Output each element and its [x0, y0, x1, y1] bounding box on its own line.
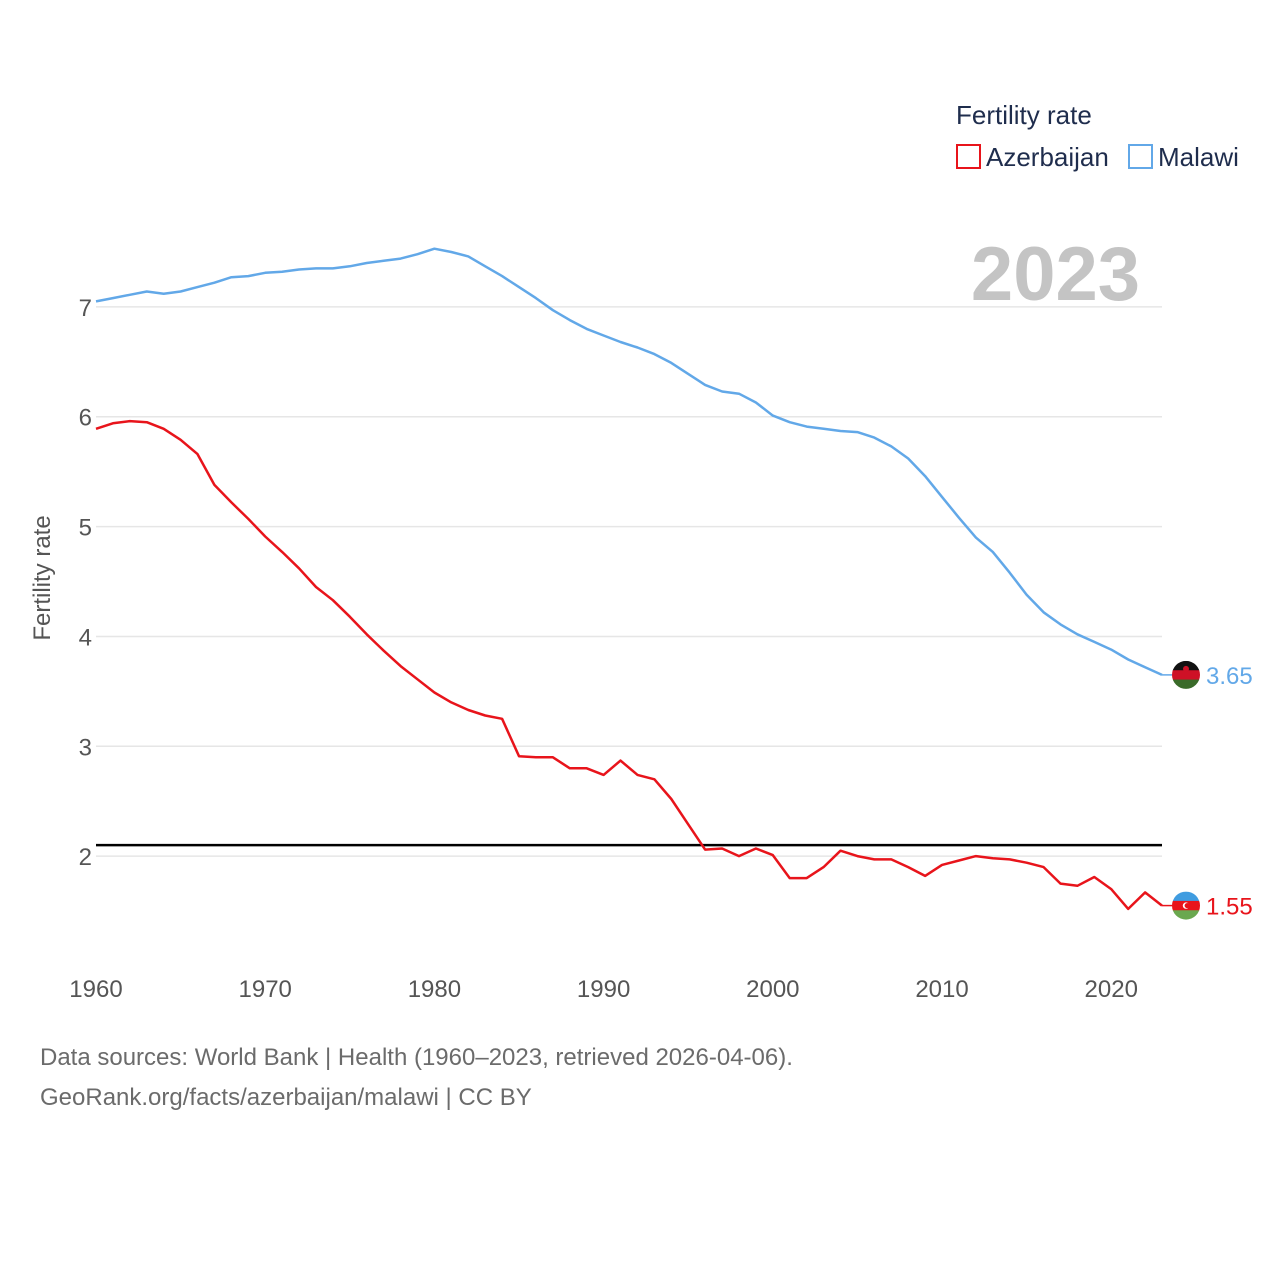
series-line-azerbaijan [95, 419, 1163, 911]
series-line-malawi [95, 247, 1163, 677]
legend-label-azerbaijan: Azerbaijan [986, 142, 1109, 172]
y-axis-label: Fertility rate [29, 515, 56, 640]
legend-swatch-malawi [1128, 144, 1153, 169]
gridlines [96, 306, 1162, 857]
y-tick-label: 4 [79, 624, 92, 651]
series-end-labels: 1.55 3.65 [1162, 660, 1253, 921]
legend-swatch-azerbaijan [956, 144, 981, 169]
y-tick-label: 2 [79, 844, 92, 871]
year-label: 2023 [971, 232, 1140, 317]
y-axis-ticks: 2 3 4 5 6 7 [79, 295, 92, 871]
legend-title: Fertility rate [956, 100, 1092, 130]
footer-attribution: GeoRank.org/facts/azerbaijan/malawi | CC… [40, 1084, 532, 1111]
footer-sources: Data sources: World Bank | Health (1960–… [40, 1044, 793, 1071]
x-tick-label: 1980 [408, 976, 461, 1003]
x-tick-label: 2020 [1085, 976, 1138, 1003]
y-tick-label: 3 [79, 734, 92, 761]
end-value-azerbaijan: 1.55 [1206, 894, 1253, 921]
x-tick-label: 2010 [915, 976, 968, 1003]
legend: Fertility rate Azerbaijan Malawi [956, 100, 1239, 172]
legend-label-malawi: Malawi [1158, 142, 1239, 172]
x-tick-label: 1990 [577, 976, 630, 1003]
x-tick-label: 1970 [239, 976, 292, 1003]
y-tick-label: 7 [79, 295, 92, 322]
x-tick-label: 1960 [69, 976, 122, 1003]
y-tick-label: 5 [79, 515, 92, 542]
azerbaijan-flag-icon [1172, 891, 1200, 920]
end-value-malawi: 3.65 [1206, 663, 1253, 690]
series-lines [95, 247, 1163, 911]
x-axis-ticks: 1960 1970 1980 1990 2000 2010 2020 [69, 976, 1138, 1003]
x-tick-label: 2000 [746, 976, 799, 1003]
malawi-flag-icon [1172, 660, 1200, 689]
y-tick-label: 6 [79, 405, 92, 432]
